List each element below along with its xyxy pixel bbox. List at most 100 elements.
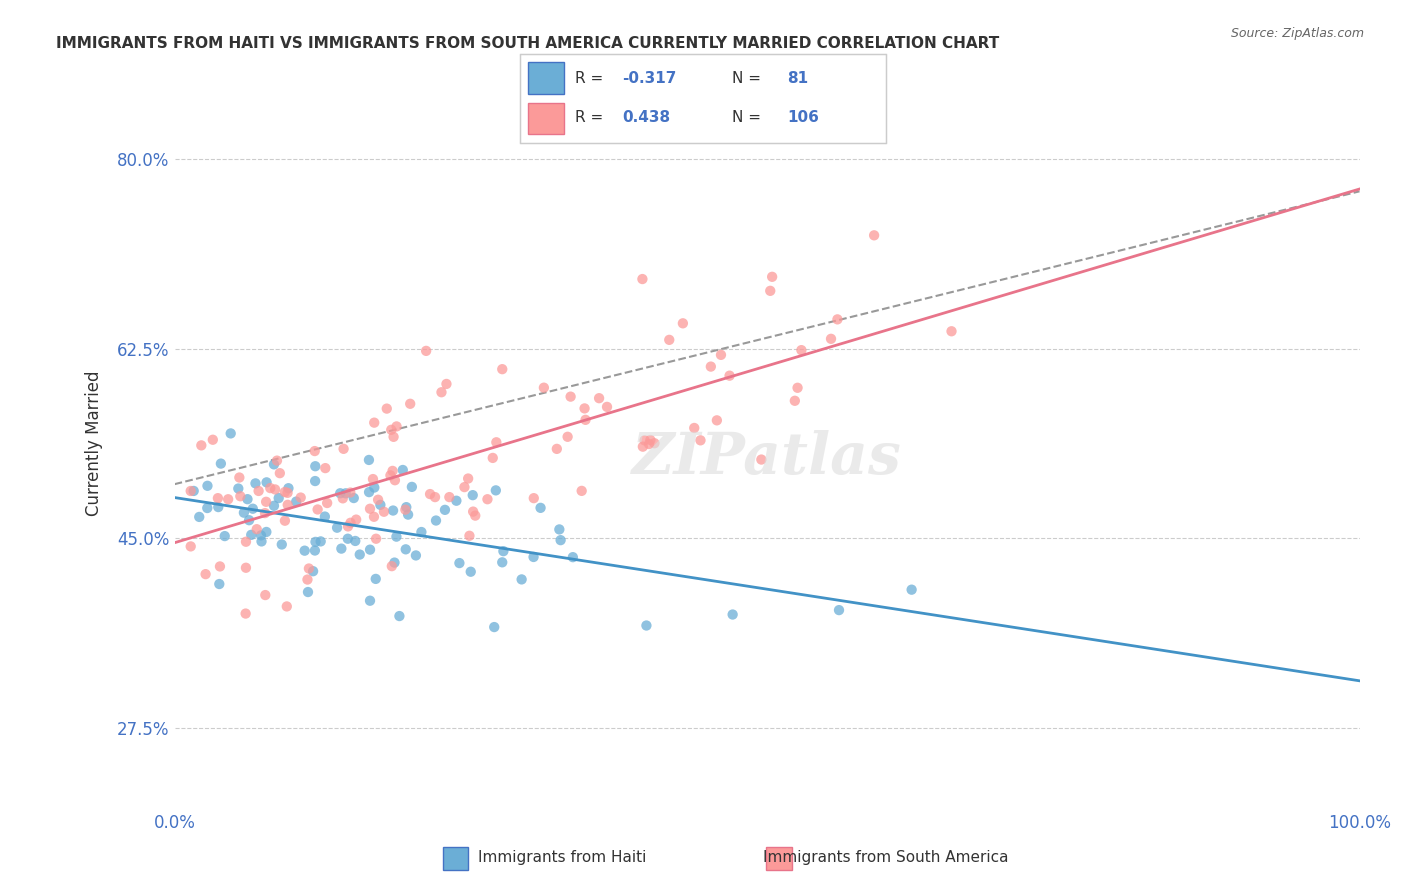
Point xyxy=(226,482,249,496)
Point xyxy=(638,437,661,451)
Point xyxy=(439,490,461,504)
Point xyxy=(481,450,503,465)
Point xyxy=(363,509,385,524)
Point xyxy=(298,561,321,575)
Text: R =: R = xyxy=(575,71,609,86)
Point xyxy=(208,559,231,574)
Point xyxy=(683,421,706,435)
Point xyxy=(401,480,423,494)
Point xyxy=(254,524,277,539)
Point xyxy=(477,492,499,507)
FancyBboxPatch shape xyxy=(527,62,564,94)
Point xyxy=(197,479,219,493)
Point xyxy=(307,502,329,516)
Point xyxy=(309,534,332,549)
Point xyxy=(396,508,419,522)
Point xyxy=(464,508,486,523)
Point xyxy=(395,500,418,515)
Point xyxy=(238,513,260,527)
Point xyxy=(571,483,593,498)
Point xyxy=(357,485,380,500)
Point xyxy=(266,453,288,467)
Point xyxy=(430,385,453,400)
Point xyxy=(385,419,408,434)
Point xyxy=(229,489,252,503)
Point xyxy=(254,495,277,509)
Text: Source: ZipAtlas.com: Source: ZipAtlas.com xyxy=(1230,27,1364,40)
Point xyxy=(596,400,619,414)
Point xyxy=(263,499,285,513)
Point xyxy=(828,603,851,617)
Point xyxy=(485,483,508,498)
Point xyxy=(274,485,297,500)
Text: -0.317: -0.317 xyxy=(623,71,676,86)
Point xyxy=(242,501,264,516)
Point xyxy=(786,381,808,395)
Point xyxy=(363,416,385,430)
Point xyxy=(941,324,963,338)
Point xyxy=(326,521,349,535)
Point xyxy=(359,593,381,607)
Point xyxy=(264,483,287,497)
Point xyxy=(863,228,886,243)
Point xyxy=(245,476,267,491)
Point xyxy=(361,472,384,486)
Point xyxy=(640,433,662,447)
Point xyxy=(235,607,257,621)
Point xyxy=(395,542,418,557)
Point xyxy=(375,401,398,416)
Point xyxy=(631,440,654,454)
Point xyxy=(574,413,596,427)
Point xyxy=(195,501,218,516)
Point xyxy=(357,453,380,467)
Point xyxy=(332,442,354,456)
Point xyxy=(491,555,513,569)
Point xyxy=(332,491,354,506)
Point xyxy=(232,506,254,520)
Point xyxy=(247,483,270,498)
Text: 106: 106 xyxy=(787,111,818,125)
Point xyxy=(246,522,269,536)
Point xyxy=(461,488,484,502)
Point xyxy=(783,393,806,408)
Point xyxy=(523,491,546,505)
Point xyxy=(359,542,381,557)
Point xyxy=(381,559,404,574)
Point xyxy=(419,487,441,501)
Point xyxy=(460,565,482,579)
Text: Immigrants from Haiti: Immigrants from Haiti xyxy=(478,850,647,865)
Point xyxy=(304,444,326,458)
Point xyxy=(550,533,572,548)
Point xyxy=(533,381,555,395)
Text: Immigrants from South America: Immigrants from South America xyxy=(763,850,1008,865)
Text: IMMIGRANTS FROM HAITI VS IMMIGRANTS FROM SOUTH AMERICA CURRENTLY MARRIED CORRELA: IMMIGRANTS FROM HAITI VS IMMIGRANTS FROM… xyxy=(56,36,1000,51)
Point xyxy=(557,430,579,444)
Point xyxy=(367,492,389,507)
Point xyxy=(276,599,298,614)
Point xyxy=(463,505,485,519)
Point xyxy=(277,486,299,500)
Point xyxy=(180,540,202,554)
Point xyxy=(190,438,212,452)
Point xyxy=(706,413,728,427)
Point xyxy=(330,541,353,556)
Point xyxy=(349,548,371,562)
Point xyxy=(759,284,782,298)
Point xyxy=(411,524,433,539)
Point xyxy=(194,567,217,582)
Point xyxy=(339,485,361,500)
Point xyxy=(751,452,773,467)
Point xyxy=(270,537,292,551)
Point xyxy=(304,543,326,558)
Point xyxy=(436,376,458,391)
Point xyxy=(297,585,319,599)
Point xyxy=(710,348,733,362)
Point xyxy=(363,481,385,495)
Point xyxy=(423,490,446,504)
Text: 0.438: 0.438 xyxy=(623,111,671,125)
Point xyxy=(337,519,360,533)
Point xyxy=(207,500,229,514)
Point xyxy=(453,480,475,494)
Point xyxy=(304,534,326,549)
Point xyxy=(446,493,468,508)
